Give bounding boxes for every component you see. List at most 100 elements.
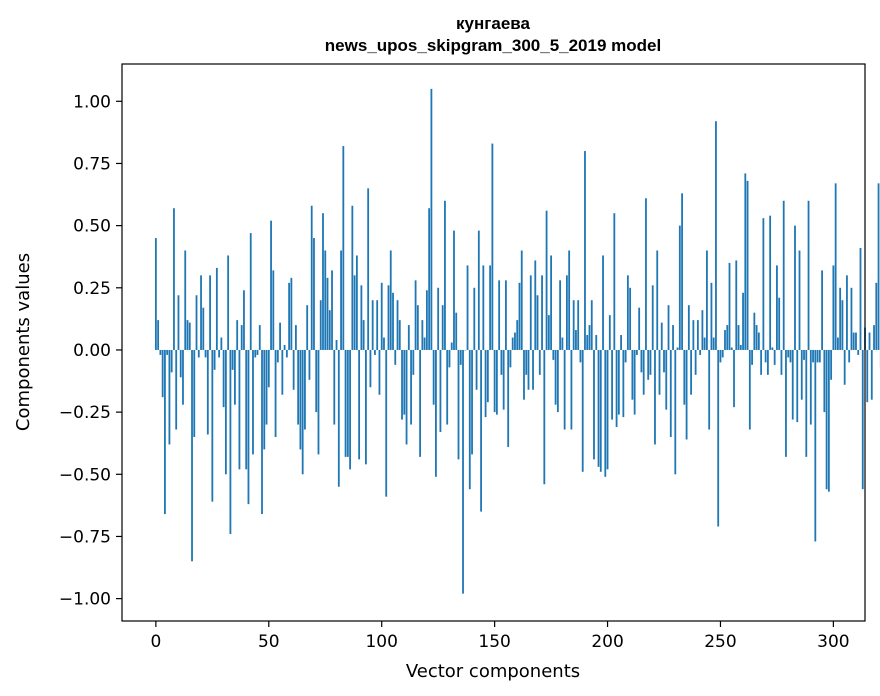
bar-233	[681, 193, 683, 350]
bar-88	[353, 275, 356, 350]
bar-80	[335, 340, 338, 350]
bar-23	[206, 349, 209, 435]
bar-166	[529, 275, 532, 350]
bar-278	[782, 200, 785, 350]
bar-217	[645, 198, 647, 350]
bar-258	[737, 325, 740, 350]
bar-286	[800, 349, 803, 400]
bar-109	[401, 349, 403, 420]
chart-subtitle: news_upos_skipgram_300_5_2019 model	[325, 36, 661, 55]
bar-260	[742, 292, 744, 350]
bar-121	[428, 208, 431, 350]
bar-204	[615, 349, 618, 428]
bar-208	[624, 349, 627, 363]
bar-242	[701, 310, 704, 350]
bar-18	[195, 295, 198, 350]
bar-20	[200, 275, 202, 350]
x-axis: 0 50 100 150 200 250 300	[150, 621, 850, 652]
bar-149	[491, 143, 494, 350]
bar-83	[342, 146, 345, 350]
bar-32	[227, 255, 230, 350]
bar-190	[584, 151, 586, 350]
bar-82	[340, 250, 342, 350]
bar-103	[387, 285, 390, 350]
bar-206	[620, 335, 622, 350]
bar-117	[419, 349, 422, 457]
bar-262	[746, 180, 749, 350]
bar-142	[475, 349, 478, 390]
bar-180	[561, 337, 564, 350]
bar-274	[773, 349, 776, 365]
bar-4	[164, 349, 166, 515]
bar-25	[211, 349, 214, 502]
bar-98	[376, 300, 379, 350]
bar-69	[310, 205, 313, 350]
bar-211	[631, 349, 634, 400]
bar-154	[502, 349, 505, 410]
bar-203	[613, 213, 616, 350]
bar-238	[692, 320, 695, 350]
bar-165	[527, 349, 530, 390]
bar-300	[832, 265, 835, 350]
bar-266	[755, 325, 758, 350]
bar-240	[696, 320, 699, 350]
bar-148	[489, 265, 492, 350]
bar-62	[294, 325, 297, 350]
bar-307	[848, 349, 851, 363]
bar-112	[407, 325, 410, 350]
bar-193	[590, 300, 593, 350]
bar-296	[823, 349, 826, 413]
bar-39	[243, 290, 245, 350]
bar-70	[313, 238, 315, 350]
bar-229	[672, 325, 674, 350]
bar-60	[290, 277, 293, 350]
bar-156	[507, 349, 510, 447]
bar-298	[827, 349, 830, 492]
bar-264	[751, 349, 753, 365]
bar-158	[511, 337, 514, 350]
bar-272	[769, 215, 772, 350]
bar-197	[599, 349, 602, 472]
bar-288	[805, 349, 808, 457]
bar-41	[247, 349, 250, 505]
bar-282	[791, 349, 794, 420]
bar-183	[568, 250, 571, 350]
bar-207	[622, 349, 625, 418]
bar-293	[816, 349, 819, 363]
bar-110	[403, 349, 406, 415]
bar-81	[337, 349, 340, 487]
bar-245	[708, 349, 711, 430]
bar-125	[437, 287, 440, 350]
bar-5	[166, 349, 169, 355]
bar-223	[658, 349, 661, 395]
bar-311	[857, 349, 860, 355]
bar-178	[556, 349, 559, 413]
bar-164	[525, 349, 528, 375]
bar-29	[220, 337, 223, 350]
y-tick-label: −0.50	[59, 465, 111, 485]
bar-151	[495, 349, 498, 415]
bar-65	[301, 349, 304, 475]
bar-201	[608, 315, 611, 350]
bar-167	[532, 349, 534, 390]
bar-42	[249, 233, 252, 350]
bar-247	[712, 337, 715, 350]
bar-90	[358, 349, 361, 460]
bar-91	[360, 285, 363, 350]
bar-200	[606, 349, 609, 470]
bar-161	[518, 282, 521, 350]
bar-315	[866, 349, 869, 403]
bar-210	[629, 287, 632, 350]
bar-40	[245, 349, 248, 470]
bar-157	[509, 349, 512, 368]
bar-257	[735, 260, 738, 350]
bar-124	[435, 349, 437, 477]
y-axis: 1.00 0.75 0.50 0.25 0.00 −0.25 −0.50 −0.75 −1.00	[59, 92, 122, 610]
bar-230	[674, 349, 677, 475]
bar-248	[715, 121, 717, 350]
bar-19	[197, 349, 200, 358]
bar-67	[306, 305, 309, 350]
bar-292	[814, 349, 817, 542]
bar-111	[405, 349, 408, 445]
